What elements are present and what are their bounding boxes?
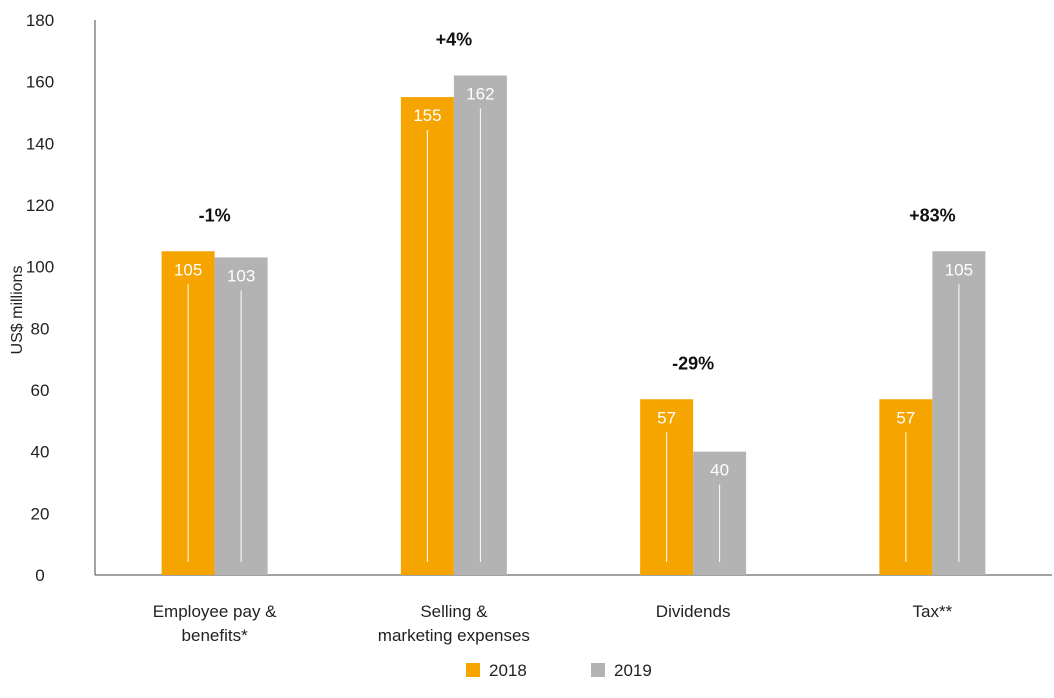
y-tick-label: 140 (26, 134, 54, 153)
x-tick-label: Dividends (656, 602, 731, 621)
change-annotation: +83% (909, 205, 956, 225)
data-label: 40 (710, 461, 729, 480)
x-tick-label: Employee pay & (153, 602, 277, 621)
y-tick-label: 100 (26, 258, 54, 277)
change-annotation: -29% (672, 353, 714, 373)
x-tick-label: Tax** (913, 602, 953, 621)
x-tick-label: Selling & (420, 602, 488, 621)
data-label: 103 (227, 266, 255, 285)
y-tick-label: 0 (35, 566, 44, 585)
y-tick-label: 120 (26, 196, 54, 215)
change-annotation: +4% (436, 30, 473, 50)
change-annotation: -1% (199, 205, 231, 225)
data-label: 105 (945, 260, 973, 279)
data-label: 155 (413, 106, 441, 125)
data-label: 105 (174, 260, 202, 279)
legend-label: 2019 (614, 661, 652, 680)
y-tick-label: 60 (31, 381, 50, 400)
legend-label: 2018 (489, 661, 527, 680)
legend-swatch (591, 663, 605, 677)
data-label: 162 (466, 85, 494, 104)
y-tick-label: 180 (26, 11, 54, 30)
legend: 2018 2019 (466, 661, 652, 680)
y-tick-label: 40 (31, 443, 50, 462)
x-tick-label: benefits* (182, 626, 249, 645)
y-tick-label: 20 (31, 504, 50, 523)
x-tick-label: marketing expenses (378, 626, 530, 645)
bars: 105 103 -1% 155 162 +4% 57 40 -29% 57 105 +83% (161, 30, 986, 575)
y-axis: 0 20 40 60 80 100 120 140 160 180 (26, 11, 96, 585)
x-axis: Employee pay & benefits* Selling & marketin… (95, 574, 1052, 645)
y-tick-label: 160 (26, 73, 54, 92)
legend-swatch (466, 663, 480, 677)
data-label: 57 (657, 408, 676, 427)
y-axis-label: US$ millions (9, 266, 26, 355)
data-label: 57 (896, 408, 915, 427)
y-tick-label: 80 (31, 319, 50, 338)
